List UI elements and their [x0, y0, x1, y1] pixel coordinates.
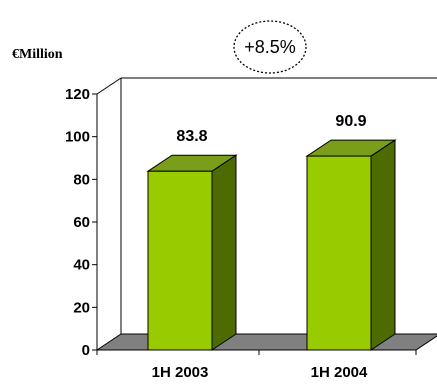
x-tick-label: 1H 2004: [311, 364, 368, 381]
y-tick-label: 0: [82, 342, 90, 359]
bar-side: [211, 154, 237, 351]
bar-side: [370, 139, 396, 351]
x-tick-label: 1H 2003: [152, 364, 209, 381]
y-tick-label: 80: [73, 171, 90, 188]
labels: 83.8 1H 2003 90.9 1H 2004 0 20 40 60 80 100 120: [65, 86, 368, 381]
y-tick-label: 60: [73, 214, 90, 231]
y-tick-label: 100: [65, 129, 90, 146]
bar-2: [306, 155, 372, 351]
top-depth-edge: [96, 77, 122, 95]
y-tick-label: 20: [73, 299, 90, 316]
y-axis: [92, 93, 417, 355]
data-label: 83.8: [176, 128, 207, 145]
y-tick-label: 120: [65, 86, 90, 103]
data-label: 90.9: [335, 113, 366, 130]
growth-annotation-ellipse: [233, 20, 307, 74]
growth-annotation: +8.5%: [233, 20, 307, 74]
unit-label: €Million: [12, 47, 63, 62]
bars: [146, 139, 397, 351]
growth-annotation-text: +8.5%: [244, 37, 296, 57]
y-tick-label: 40: [73, 257, 90, 274]
bar-1: [147, 170, 213, 351]
